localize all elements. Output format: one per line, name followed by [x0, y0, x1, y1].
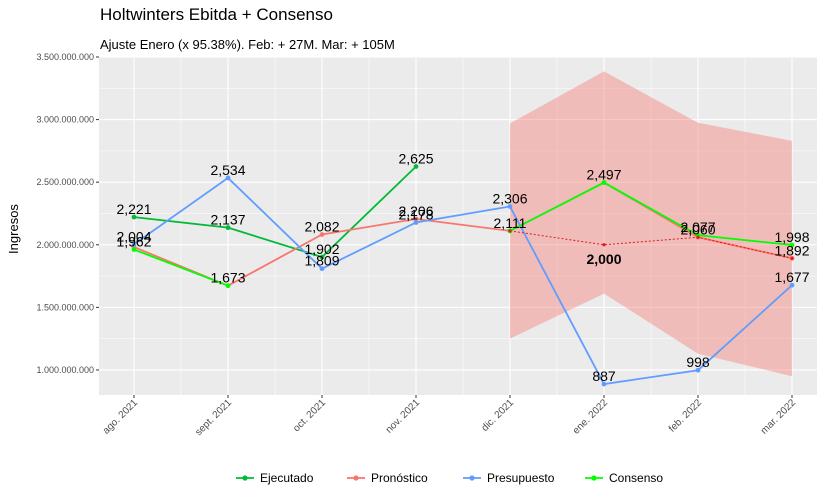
data-label: 2,497: [586, 167, 621, 183]
data-label: 2,137: [210, 212, 245, 228]
data-label: 1,902: [304, 241, 339, 257]
x-tick-label: oct. 2021: [291, 397, 328, 434]
series-lines: [133, 165, 793, 386]
series-line-consenso: [509, 181, 793, 246]
legend-label: Presupuesto: [487, 471, 555, 485]
x-tick-label: dic. 2021: [480, 397, 517, 434]
series-line-ejecutado: [133, 165, 417, 259]
forecast-band-area: [510, 71, 792, 377]
data-label: 998: [686, 354, 710, 370]
data-label: 1,962: [116, 234, 151, 250]
x-tick-label: sept. 2021: [193, 397, 234, 438]
grid: [99, 56, 817, 395]
y-tick-label: 1.500.000.000: [36, 302, 94, 312]
data-label: 2,306: [492, 190, 527, 206]
data-point-consenso: [225, 283, 231, 289]
data-point-consenso: [601, 180, 607, 185]
data-point-ejecutado: [225, 225, 231, 231]
x-tick-label: ene. 2022: [571, 397, 611, 437]
adjusted-forecast-point: [602, 243, 606, 247]
adjusted-forecast-line: [509, 230, 793, 259]
legend-key-point: [353, 475, 359, 481]
data-point-presupuesto: [319, 266, 325, 272]
legend: Ejecutado Pronóstico Presupuesto Consenso: [236, 471, 663, 485]
data-label: 2,082: [304, 219, 339, 235]
data-labels: 2,221 2,137 1,902 2,625 2,082 2,206 2,060 1,892…: [116, 151, 809, 385]
series-line-presupuesto: [133, 176, 793, 386]
data-point-presupuesto: [695, 367, 701, 373]
legend-key-point: [469, 475, 475, 481]
legend-key-point: [591, 475, 597, 481]
data-point-presupuesto: [131, 241, 137, 247]
x-tick-label: nov. 2021: [384, 397, 423, 436]
data-label: 2,111: [494, 215, 527, 231]
forecast-band: [510, 71, 792, 377]
legend-label: Ejecutado: [260, 471, 314, 485]
data-label: 2,004: [116, 228, 151, 244]
y-tick-label: 3.000.000.000: [36, 115, 94, 125]
x-axis-ticks: ago. 2021 sept. 2021 oct. 2021 nov. 2021 dic…: [101, 395, 799, 438]
data-label: 1,677: [774, 269, 809, 285]
adjusted-forecast-point: [508, 229, 512, 233]
adjusted-forecast-point: [790, 256, 794, 260]
data-point-presupuesto: [507, 204, 513, 209]
x-tick-label: mar. 2022: [759, 397, 799, 437]
x-tick-label: feb. 2022: [667, 397, 705, 435]
data-label: 2,534: [210, 162, 245, 178]
data-label: 1,998: [774, 229, 809, 245]
adjusted-forecast-point: [696, 235, 700, 239]
data-point-consenso: [131, 247, 137, 252]
series-line-consenso: [133, 248, 229, 287]
y-axis-label: Ingresos: [6, 204, 21, 254]
y-tick-label: 1.000.000.000: [36, 365, 94, 375]
data-label: 1,673: [210, 270, 245, 286]
annotation-label: 2,000: [586, 251, 621, 267]
chart-title: Holtwinters Ebitda + Consenso: [100, 5, 333, 24]
data-label: 2,625: [398, 151, 433, 167]
series-points: [131, 164, 795, 387]
legend-key-point: [242, 475, 248, 481]
data-label: 2,206: [398, 203, 433, 219]
data-point-consenso: [789, 242, 795, 248]
data-label: 887: [592, 368, 616, 384]
data-label: 2,178: [398, 206, 433, 222]
chart-subtitle: Ajuste Enero (x 95.38%). Feb: + 27M. Mar…: [100, 37, 395, 52]
data-point-presupuesto: [601, 381, 607, 387]
legend-label: Pronóstico: [371, 471, 428, 485]
data-label: 1,809: [304, 253, 339, 269]
data-point-presupuesto: [225, 175, 231, 181]
y-tick-label: 2.000.000.000: [36, 240, 94, 250]
legend-label: Consenso: [609, 471, 663, 485]
y-tick-label: 3.500.000.000: [36, 52, 94, 62]
data-point-presupuesto: [413, 220, 419, 225]
y-axis-ticks: 1.000.000.000 1.500.000.000 2.000.000.000 2…: [36, 52, 99, 375]
data-point-ejecutado: [131, 214, 137, 220]
x-tick-label: ago. 2021: [101, 397, 141, 437]
data-point-ejecutado: [413, 164, 419, 169]
data-point-pronstico: [413, 216, 419, 222]
data-label: 2,060: [680, 221, 715, 237]
data-label: 1,892: [774, 242, 809, 258]
y-tick-label: 2.500.000.000: [36, 177, 94, 187]
data-label: 2,221: [116, 201, 151, 217]
data-point-pronstico: [319, 232, 325, 237]
data-point-presupuesto: [789, 282, 795, 288]
data-label: 2,077: [680, 219, 715, 235]
series-line-pronstico: [133, 181, 793, 287]
data-point-ejecutado: [319, 254, 325, 260]
